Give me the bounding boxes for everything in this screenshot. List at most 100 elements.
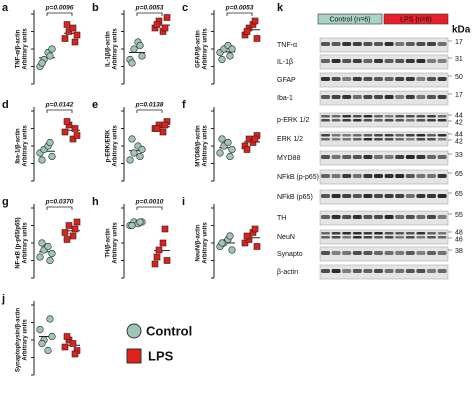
blot-band bbox=[405, 42, 415, 46]
y-axis-label: Arbitrary units bbox=[23, 319, 29, 361]
blot-band bbox=[352, 251, 362, 255]
data-point bbox=[71, 225, 79, 233]
blot-band bbox=[384, 138, 394, 141]
legend-label: Control bbox=[146, 323, 192, 338]
blot-band bbox=[374, 77, 383, 81]
group-label: Control (n=6) bbox=[329, 16, 370, 23]
blot-band bbox=[374, 134, 383, 137]
significance-bracket bbox=[46, 109, 73, 113]
data-point bbox=[36, 253, 44, 261]
blot-band bbox=[395, 77, 405, 81]
data-point bbox=[126, 156, 134, 164]
y-axis-label: Arbitrary units bbox=[113, 222, 119, 264]
blot-band bbox=[331, 59, 341, 63]
data-point bbox=[44, 242, 52, 251]
blot-band bbox=[416, 42, 426, 46]
blot-band bbox=[384, 119, 394, 122]
data-point bbox=[71, 38, 79, 46]
blot-band bbox=[405, 269, 415, 273]
data-point bbox=[153, 21, 161, 28]
blot-band bbox=[352, 42, 362, 46]
data-point bbox=[38, 239, 46, 247]
blot-row-label: ERK 1/2 bbox=[277, 136, 303, 143]
y-axis-label: Iba-1/β-actin bbox=[16, 128, 22, 164]
data-point bbox=[61, 128, 69, 136]
data-point bbox=[46, 256, 54, 265]
kda-label: 31 bbox=[455, 56, 463, 63]
blot-row-label: IL-1β bbox=[277, 59, 293, 66]
blot-band bbox=[405, 155, 415, 159]
blot-band bbox=[427, 77, 436, 81]
y-axis-label: GFAP/β-actin bbox=[196, 30, 202, 68]
blot-strip bbox=[319, 54, 449, 70]
blot-band bbox=[331, 215, 341, 219]
blot-band bbox=[427, 95, 436, 99]
blot-band bbox=[352, 215, 362, 219]
blot-band bbox=[331, 134, 341, 137]
blot-strip bbox=[319, 150, 449, 166]
data-point bbox=[63, 21, 71, 28]
blot-band bbox=[395, 138, 405, 141]
blot-band bbox=[416, 138, 426, 141]
blot-band bbox=[395, 119, 405, 122]
blot-band bbox=[321, 119, 330, 122]
blot-strip bbox=[319, 229, 449, 245]
y-axis-label: MYD88/β-actin bbox=[196, 125, 202, 167]
panel-letter: h bbox=[92, 196, 99, 208]
blot-band bbox=[384, 59, 394, 63]
data-point bbox=[226, 232, 234, 240]
blot-band bbox=[416, 174, 426, 178]
data-point bbox=[73, 218, 81, 226]
y-axis-label: NF-κB (p-p65/p65) bbox=[16, 217, 22, 268]
data-point bbox=[163, 14, 171, 21]
blot-band bbox=[342, 119, 352, 122]
blot-band bbox=[405, 236, 415, 239]
blot-band bbox=[331, 236, 341, 239]
p-value: p=0.0053 bbox=[135, 5, 164, 12]
blot-band bbox=[395, 251, 405, 255]
data-point bbox=[161, 121, 169, 129]
legend-marker bbox=[126, 348, 142, 364]
blot-row-label: MYD88 bbox=[277, 155, 300, 162]
blot-band bbox=[352, 194, 362, 198]
blot-band bbox=[384, 115, 394, 118]
blot-strip bbox=[319, 90, 449, 106]
blot-band bbox=[427, 194, 436, 198]
blot-band bbox=[405, 194, 415, 198]
data-point bbox=[61, 229, 69, 236]
blot-band bbox=[437, 232, 447, 235]
blot-band bbox=[352, 115, 362, 118]
data-point bbox=[130, 149, 138, 157]
blot-band bbox=[427, 134, 436, 137]
blot-band bbox=[363, 115, 373, 118]
data-point bbox=[130, 45, 138, 53]
p-value: p=0.0010 bbox=[135, 199, 164, 206]
blot-band bbox=[384, 232, 394, 235]
blot-row-label: GFAP bbox=[277, 77, 296, 84]
blot-band bbox=[342, 59, 352, 63]
kda-label: 65 bbox=[455, 171, 463, 178]
y-axis-label: Arbitrary units bbox=[113, 28, 119, 70]
blot-band bbox=[405, 215, 415, 219]
blot-band bbox=[374, 119, 383, 122]
blot-band bbox=[352, 232, 362, 235]
blot-band bbox=[437, 269, 447, 273]
data-point bbox=[65, 28, 73, 35]
blot-band bbox=[374, 59, 383, 63]
blot-band bbox=[427, 138, 436, 141]
data-point bbox=[218, 239, 226, 247]
data-point bbox=[128, 135, 136, 143]
blot-band bbox=[321, 232, 330, 235]
blot-strip bbox=[319, 37, 449, 53]
data-point bbox=[128, 59, 136, 67]
y-axis-label: Arbitrary units bbox=[203, 28, 209, 70]
data-point bbox=[61, 35, 69, 42]
blot-band bbox=[352, 119, 362, 122]
blot-band bbox=[427, 269, 436, 273]
blot-band bbox=[405, 115, 415, 118]
blot-band bbox=[342, 134, 352, 137]
blot-band bbox=[374, 269, 383, 273]
data-point bbox=[251, 17, 259, 25]
blot-band bbox=[321, 59, 330, 63]
y-axis-label: NeuN/β-actin bbox=[196, 224, 202, 261]
